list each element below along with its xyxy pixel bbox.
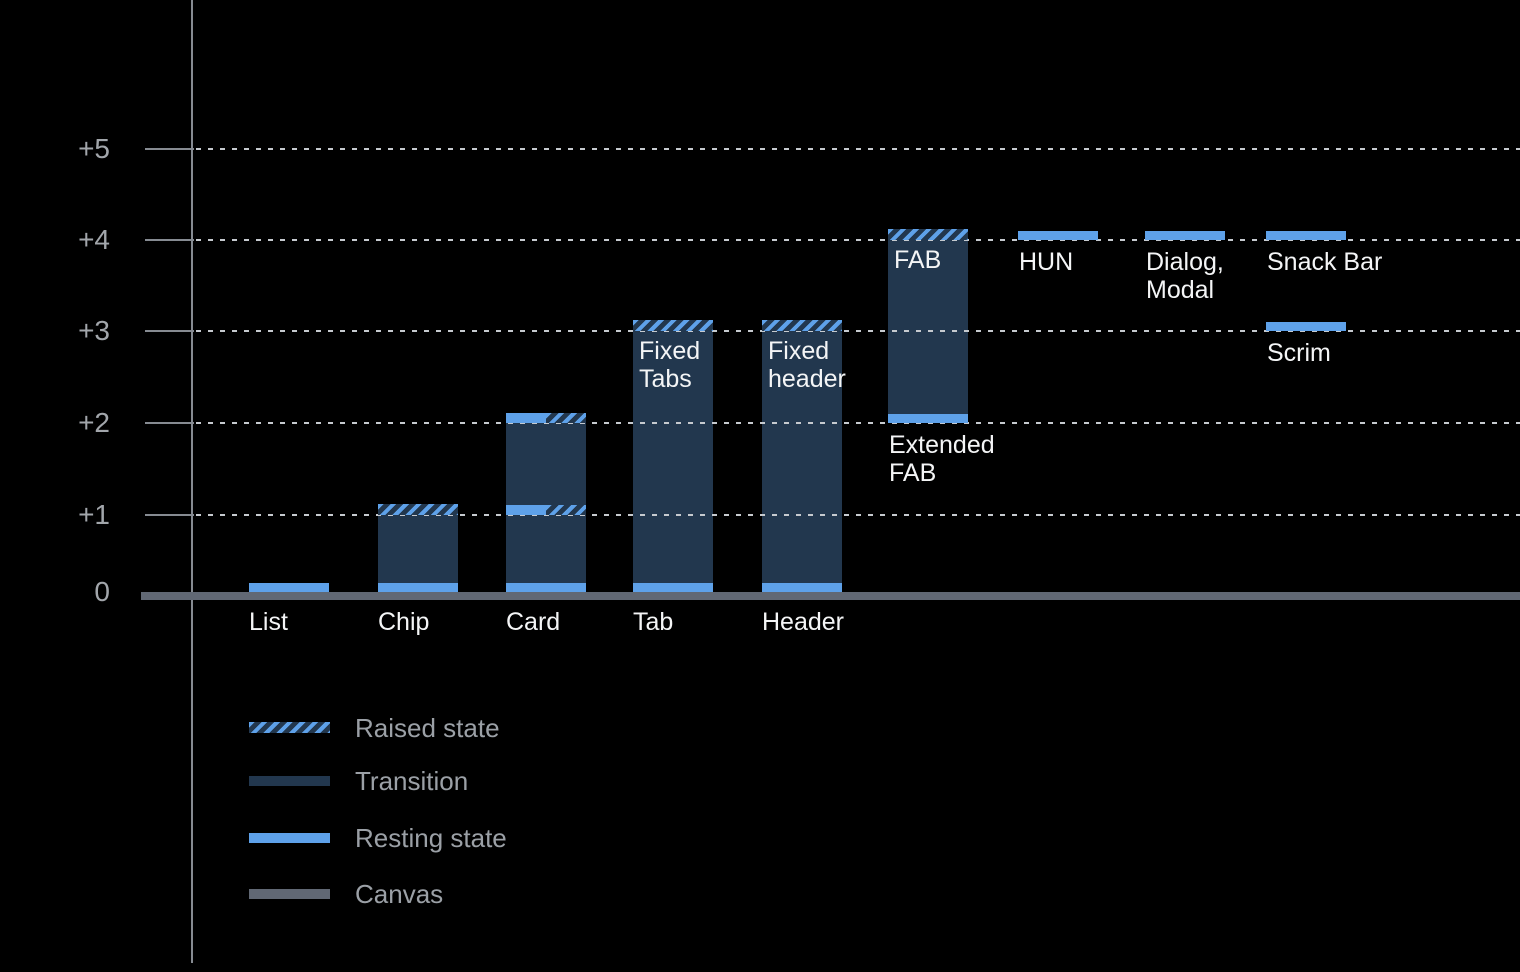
y-tick-label: +4 [78,224,110,255]
band-raised-card [546,413,586,423]
y-tick-label: +5 [78,133,110,164]
band-raised-fab [888,229,968,240]
band-resting-snackbar-scrim [1266,322,1346,331]
band-resting-card [506,505,546,515]
band-resting-card [506,413,546,423]
bar-body-chip [378,515,458,592]
legend-swatch-hatched [249,722,330,733]
bar-note-label-snackbar-scrim: Scrim [1267,339,1331,367]
band-resting-list [249,583,329,592]
gridline [196,330,1520,332]
y-tick-label: 0 [94,576,110,607]
y-tick-mark [145,422,194,424]
bar-axis-label-tab: Tab [633,608,674,636]
band-resting-header [762,583,842,592]
band-raised-header [762,320,842,331]
bar-inner-label-header: Fixed header [768,337,846,393]
bar-axis-label-list: List [249,608,288,636]
band-raised-tab [633,320,713,331]
y-tick-label: +2 [78,407,110,438]
legend-label-hatched: Raised state [355,712,500,743]
bar-axis-label-card: Card [506,608,561,636]
band-resting-fab [888,414,968,423]
gridline [196,239,1520,241]
y-tick-mark [145,239,194,241]
y-tick-mark [145,148,194,150]
gridline [196,148,1520,150]
bar-note-label-fab: Extended FAB [889,431,995,487]
legend-swatch-resting [249,833,330,843]
band-resting-hun [1018,231,1098,240]
gridline [196,422,1520,424]
y-tick-mark [145,514,194,516]
bar-body-tab [633,331,713,592]
bar-note-label-hun: HUN [1019,248,1074,276]
legend-swatch-canvas [249,889,330,899]
gridline [196,514,1520,516]
y-axis-line [191,0,193,963]
y-tick-label: +3 [78,315,110,346]
band-resting-snackbar-scrim [1266,231,1346,240]
legend-swatch-transition [249,776,330,786]
band-resting-chip [378,583,458,592]
band-raised-card [546,505,586,515]
bar-axis-label-header: Header [762,608,844,636]
bar-axis-label-chip: Chip [378,608,430,636]
bar-note-label-snackbar-scrim: Snack Bar [1267,248,1383,276]
band-resting-tab [633,583,713,592]
legend-label-resting: Resting state [355,823,507,853]
legend-label-transition: Transition [355,766,469,796]
canvas-baseline [141,592,1520,600]
bar-note-label-dialog-modal: Dialog, Modal [1146,248,1224,304]
band-resting-dialog-modal [1145,231,1225,240]
bar-inner-label-tab: Fixed Tabs [639,337,701,393]
bar-inner-label-fab: FAB [894,246,942,274]
band-raised-chip [378,504,458,515]
y-tick-mark [145,330,194,332]
bar-body-header [762,331,842,592]
band-resting-card [506,583,586,592]
y-tick-label: +1 [78,499,110,530]
legend-label-canvas: Canvas [355,879,444,909]
